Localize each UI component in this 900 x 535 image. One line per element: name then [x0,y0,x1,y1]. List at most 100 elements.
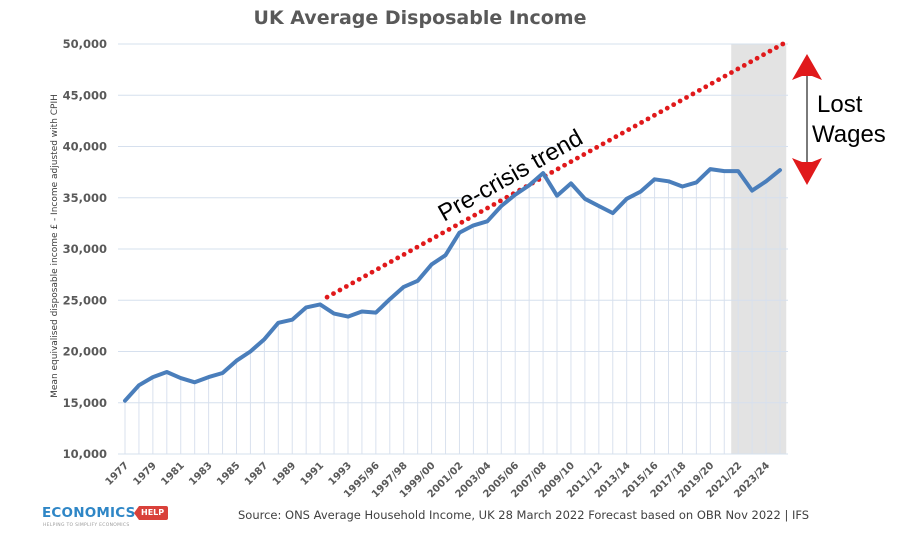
trend-dot [645,116,651,122]
x-tick-label: 1989 [271,460,298,487]
trend-dot [761,52,766,58]
arrow-up-icon [792,54,822,80]
trend-dot [331,291,336,297]
arrow-down-icon [792,158,822,185]
trend-dot [555,166,561,172]
trend-dot [491,202,497,207]
trend-dot [709,80,715,86]
trend-dot [581,152,587,157]
trend-dot [356,276,362,282]
trend-dot [440,230,446,236]
horizontal-gridlines [118,43,788,455]
trend-dot [485,205,490,211]
trend-dot [607,137,612,143]
trend-dot [337,287,343,293]
y-tick-label: 30,000 [63,242,107,256]
trend-dot [748,59,754,65]
trend-dot [600,141,606,147]
x-tick-label: 1985 [215,460,242,487]
trend-dot [350,280,356,286]
trend-dot [639,120,644,125]
x-tick-label: 1991 [299,460,326,487]
trend-dot [741,62,747,68]
chart-title: UK Average Disposable Income [254,7,587,29]
trend-dot [324,294,330,300]
y-tick-label: 50,000 [63,37,107,51]
x-tick-label: 1977 [104,460,131,487]
trend-dot [427,237,433,243]
trend-dot [459,219,465,225]
trend-dot [363,273,368,279]
trend-dot [652,112,657,118]
trend-dot [767,48,773,54]
trend-dot [658,109,664,115]
trend-dot [735,66,741,72]
trend-dot [433,234,439,239]
trend-dot [619,130,625,136]
income-series-line [123,167,782,403]
y-axis-ticks: 10,000 15,000 20,000 25,000 30,000 35,000 40,0… [63,37,107,461]
trend-dot [613,134,619,140]
trend-dot [388,259,394,264]
trend-dot [453,223,458,229]
trend-dot [446,227,452,232]
trend-dot [408,248,413,254]
income-series-points [124,168,781,401]
y-tick-label: 15,000 [63,396,107,410]
trend-dot [497,198,503,204]
source-note: Source: ONS Average Household Income, UK… [238,508,810,522]
trend-dot [587,148,593,154]
trend-dot [465,216,471,222]
trend-dot [780,41,786,47]
trend-dot [568,159,574,165]
wages-label: Wages [812,121,886,148]
trend-dot [773,45,779,50]
lost-label: Lost [817,91,863,118]
trend-dot [549,169,555,175]
y-tick-label: 20,000 [63,345,107,359]
trend-dot [626,127,632,132]
trend-dot [594,145,600,150]
trend-dot [574,155,580,161]
trend-dot [382,262,388,268]
trend-dot [420,241,426,247]
trend-dot [729,70,734,75]
y-tick-label: 35,000 [63,191,107,205]
lost-wages-arrow [792,54,822,185]
y-tick-label: 45,000 [63,88,107,102]
x-tick-label: 1981 [159,460,186,487]
trend-dot [472,212,478,218]
x-tick-label: 1987 [243,460,270,487]
trend-dot [677,98,683,104]
trend-dot [696,87,702,93]
trend-dot [376,266,381,272]
trend-dot [703,84,709,90]
logo-tag: HELP [134,506,169,520]
x-tick-label: 1983 [187,460,214,487]
trend-dot [369,269,375,275]
trend-dot [690,91,696,97]
trend-dot [632,123,638,129]
y-tick-label: 40,000 [63,140,107,154]
x-axis-ticks: 1977 1979 1981 1983 1985 1987 1989 1991 19931995… [104,460,773,500]
trend-dot [414,244,420,250]
trend-dot [562,162,567,168]
trend-dot [401,251,407,257]
trend-dot [716,77,722,83]
y-tick-label: 25,000 [63,293,107,307]
pre-crisis-trend-line [324,41,786,300]
y-axis-label: Mean equivalised disposable income £ - I… [50,94,60,398]
trend-dot [664,105,670,111]
trend-dot [684,95,689,100]
logo-tagline: HELPING TO SIMPLIFY ECONOMICS [43,523,130,528]
trend-dot [343,284,349,289]
x-tick-label: 1979 [132,460,159,487]
y-tick-label: 10,000 [63,447,107,461]
trend-dot [754,55,760,61]
economics-help-logo: ECONOMICS HELP HELPING TO SIMPLIFY ECONO… [42,505,169,531]
trend-dot [722,73,728,79]
trend-dot [395,255,401,261]
line-chart: UK Average Disposable Income 10,000 15,00… [50,7,886,500]
logo-text: ECONOMICS [42,505,136,521]
trend-dot [671,102,677,108]
